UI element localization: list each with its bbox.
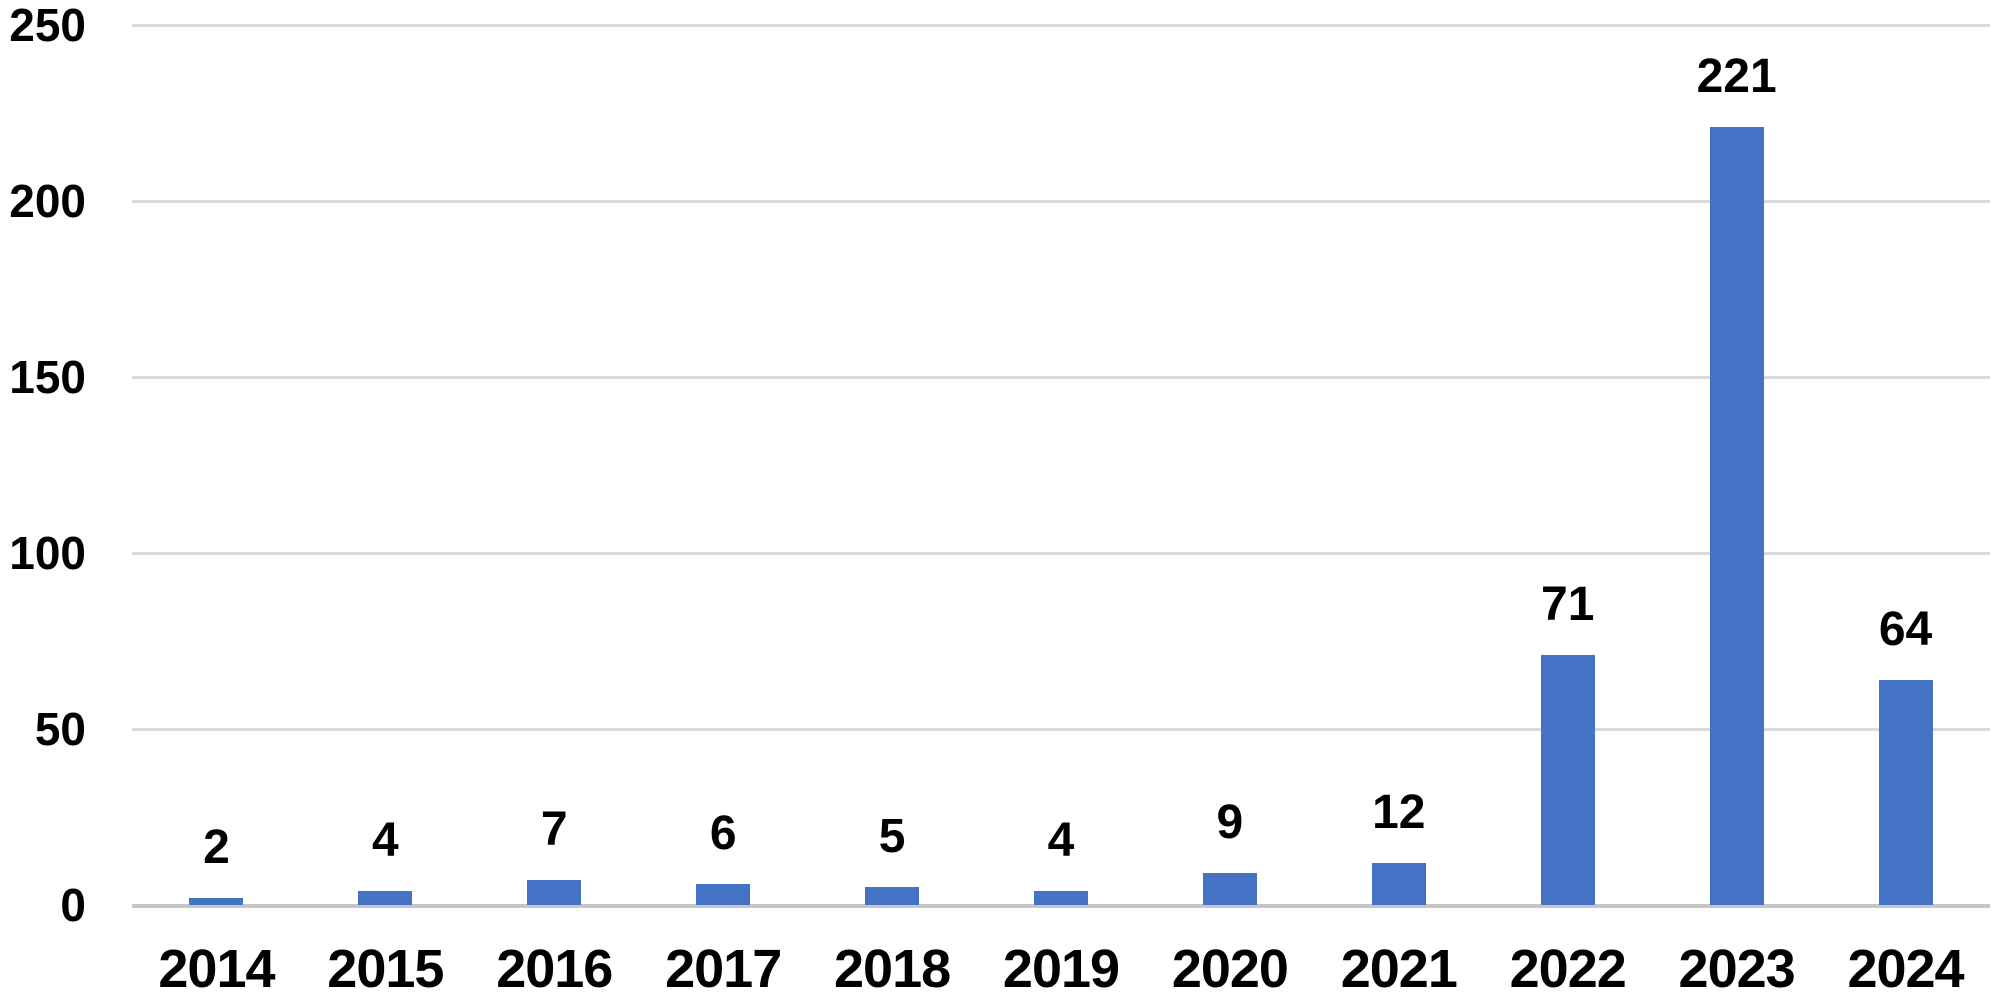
bar-value-label: 12 <box>1372 785 1426 839</box>
x-tick-label: 2014 <box>158 939 275 996</box>
plot-area: 2 4 7 6 5 4 9 12 71 221 64 <box>132 0 1990 905</box>
bar-column-2014: 2 <box>132 0 301 905</box>
bar-value-label: 9 <box>1216 796 1244 850</box>
bar-2023 <box>1709 127 1764 905</box>
x-tick-label: 2017 <box>665 939 782 996</box>
x-tick-label: 2015 <box>327 939 444 996</box>
bar-column-2024: 64 <box>1821 0 1990 905</box>
bar-2014 <box>189 897 244 905</box>
y-gridline <box>132 375 1990 379</box>
bar-column-2019: 4 <box>977 0 1146 905</box>
x-tick-label: 2021 <box>1340 939 1458 996</box>
y-tick-label: 50 <box>34 703 86 755</box>
bar-value-label: 64 <box>1878 602 1933 656</box>
bar-value-label: 4 <box>372 813 399 867</box>
y-tick-label: 0 <box>60 879 86 931</box>
bar-column-2023: 221 <box>1652 0 1821 905</box>
bar-value-label: 6 <box>709 806 737 860</box>
bar-value-label: 5 <box>878 810 906 864</box>
bar-column-2022: 71 <box>1483 0 1652 905</box>
y-gridline <box>132 551 1990 555</box>
y-gridline <box>132 727 1990 731</box>
x-tick-label: 2022 <box>1509 939 1627 996</box>
bar-2020 <box>1202 873 1257 905</box>
x-tick-label: 2023 <box>1678 939 1796 996</box>
y-gridline <box>132 23 1990 27</box>
x-axis-tick-labels: 2014 2015 2016 2017 2018 2019 2020 2021 2022 2023… <box>132 942 1990 996</box>
y-tick-label: 100 <box>9 527 86 579</box>
x-axis-line <box>132 904 1990 908</box>
x-tick-label: 2020 <box>1171 939 1289 996</box>
bar-2016 <box>527 880 582 905</box>
y-tick-label: 250 <box>9 0 86 51</box>
bar-2024 <box>1878 679 1933 905</box>
bar-column-2015: 4 <box>301 0 470 905</box>
bar-2017 <box>696 883 751 905</box>
bar-value-label: 71 <box>1541 578 1595 632</box>
x-tick-label: 2019 <box>1002 939 1120 996</box>
y-tick-label: 200 <box>9 175 86 227</box>
bar-2021 <box>1371 862 1426 905</box>
bar-2018 <box>865 887 920 905</box>
bar-value-label: 2 <box>203 820 230 874</box>
bar-value-label: 221 <box>1696 50 1777 104</box>
bar-2019 <box>1033 890 1088 905</box>
bar-column-2016: 7 <box>470 0 639 905</box>
bar-column-2021: 12 <box>1314 0 1483 905</box>
bar-column-2020: 9 <box>1145 0 1314 905</box>
bar-value-label: 7 <box>540 803 568 857</box>
x-tick-label: 2024 <box>1847 939 1964 996</box>
y-tick-label: 150 <box>9 351 86 403</box>
bar-2015 <box>358 890 413 905</box>
x-tick-label: 2016 <box>496 939 613 996</box>
y-gridline <box>132 199 1990 203</box>
bar-2022 <box>1540 655 1595 905</box>
bar-value-label: 4 <box>1047 813 1075 867</box>
bar-column-2017: 6 <box>639 0 808 905</box>
x-tick-label: 2018 <box>834 939 951 996</box>
bar-column-2018: 5 <box>808 0 977 905</box>
